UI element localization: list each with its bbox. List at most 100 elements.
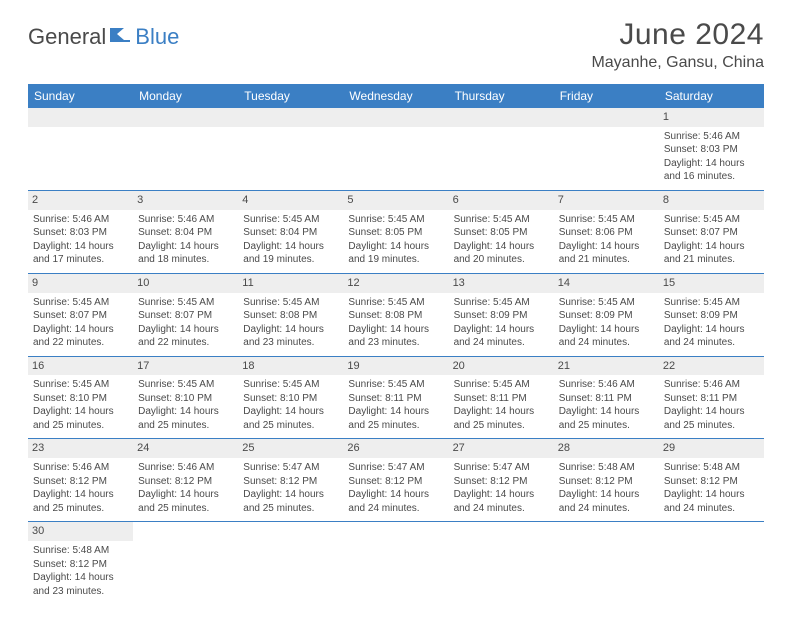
weekday-header: Wednesday [343, 84, 448, 108]
calendar-day-cell: 12Sunrise: 5:45 AMSunset: 8:08 PMDayligh… [343, 273, 448, 356]
daylight-text: and 25 minutes. [138, 419, 233, 433]
sunset-text: Sunset: 8:07 PM [664, 226, 759, 240]
sunset-text: Sunset: 8:09 PM [454, 309, 549, 323]
day-number-empty [238, 108, 343, 127]
sunset-text: Sunset: 8:05 PM [454, 226, 549, 240]
sunrise-text: Sunrise: 5:48 AM [33, 544, 128, 558]
sunset-text: Sunset: 8:10 PM [33, 392, 128, 406]
calendar-day-cell: 8Sunrise: 5:45 AMSunset: 8:07 PMDaylight… [659, 190, 764, 273]
day-number: 19 [343, 357, 448, 376]
sunset-text: Sunset: 8:05 PM [348, 226, 443, 240]
weekday-header: Saturday [659, 84, 764, 108]
calendar-day-cell [238, 108, 343, 190]
weekday-header: Sunday [28, 84, 133, 108]
day-number: 8 [659, 191, 764, 210]
sunrise-text: Sunrise: 5:48 AM [664, 461, 759, 475]
daylight-text: Daylight: 14 hours [138, 323, 233, 337]
sunrise-text: Sunrise: 5:45 AM [138, 296, 233, 310]
day-number: 30 [28, 522, 133, 541]
day-number: 17 [133, 357, 238, 376]
calendar-day-cell: 18Sunrise: 5:45 AMSunset: 8:10 PMDayligh… [238, 356, 343, 439]
daylight-text: and 24 minutes. [454, 336, 549, 350]
daylight-text: and 21 minutes. [664, 253, 759, 267]
logo-text-blue: Blue [135, 24, 179, 50]
calendar-week-row: 1Sunrise: 5:46 AMSunset: 8:03 PMDaylight… [28, 108, 764, 190]
daylight-text: and 24 minutes. [664, 336, 759, 350]
sunset-text: Sunset: 8:04 PM [138, 226, 233, 240]
daylight-text: and 18 minutes. [138, 253, 233, 267]
daylight-text: and 25 minutes. [454, 419, 549, 433]
sunrise-text: Sunrise: 5:45 AM [33, 296, 128, 310]
sunset-text: Sunset: 8:12 PM [243, 475, 338, 489]
daylight-text: Daylight: 14 hours [348, 405, 443, 419]
weekday-header: Tuesday [238, 84, 343, 108]
daylight-text: Daylight: 14 hours [33, 240, 128, 254]
calendar-day-cell: 19Sunrise: 5:45 AMSunset: 8:11 PMDayligh… [343, 356, 448, 439]
logo-text-general: General [28, 24, 106, 50]
daylight-text: and 19 minutes. [243, 253, 338, 267]
daylight-text: and 24 minutes. [559, 336, 654, 350]
calendar-day-cell: 17Sunrise: 5:45 AMSunset: 8:10 PMDayligh… [133, 356, 238, 439]
day-number: 12 [343, 274, 448, 293]
calendar-day-cell: 24Sunrise: 5:46 AMSunset: 8:12 PMDayligh… [133, 439, 238, 522]
day-number: 15 [659, 274, 764, 293]
daylight-text: and 22 minutes. [33, 336, 128, 350]
daylight-text: and 16 minutes. [664, 170, 759, 184]
calendar-day-cell: 26Sunrise: 5:47 AMSunset: 8:12 PMDayligh… [343, 439, 448, 522]
location-subtitle: Mayanhe, Gansu, China [591, 54, 764, 72]
calendar-day-cell [659, 522, 764, 604]
daylight-text: Daylight: 14 hours [243, 488, 338, 502]
day-number: 5 [343, 191, 448, 210]
sunset-text: Sunset: 8:08 PM [243, 309, 338, 323]
daylight-text: and 25 minutes. [664, 419, 759, 433]
calendar-day-cell: 9Sunrise: 5:45 AMSunset: 8:07 PMDaylight… [28, 273, 133, 356]
sunset-text: Sunset: 8:12 PM [454, 475, 549, 489]
sunrise-text: Sunrise: 5:47 AM [348, 461, 443, 475]
sunset-text: Sunset: 8:12 PM [664, 475, 759, 489]
sunrise-text: Sunrise: 5:46 AM [559, 378, 654, 392]
calendar-table: Sunday Monday Tuesday Wednesday Thursday… [28, 84, 764, 604]
calendar-day-cell: 28Sunrise: 5:48 AMSunset: 8:12 PMDayligh… [554, 439, 659, 522]
sunset-text: Sunset: 8:11 PM [559, 392, 654, 406]
sunrise-text: Sunrise: 5:45 AM [348, 213, 443, 227]
sunset-text: Sunset: 8:11 PM [664, 392, 759, 406]
sunset-text: Sunset: 8:12 PM [33, 558, 128, 572]
calendar-day-cell [554, 522, 659, 604]
daylight-text: Daylight: 14 hours [243, 240, 338, 254]
day-number-empty [133, 108, 238, 127]
sunset-text: Sunset: 8:12 PM [138, 475, 233, 489]
daylight-text: and 25 minutes. [33, 419, 128, 433]
day-number: 11 [238, 274, 343, 293]
sunrise-text: Sunrise: 5:47 AM [243, 461, 338, 475]
day-number: 16 [28, 357, 133, 376]
sunset-text: Sunset: 8:10 PM [138, 392, 233, 406]
sunrise-text: Sunrise: 5:45 AM [348, 378, 443, 392]
calendar-day-cell [343, 522, 448, 604]
day-number: 25 [238, 439, 343, 458]
calendar-day-cell: 16Sunrise: 5:45 AMSunset: 8:10 PMDayligh… [28, 356, 133, 439]
calendar-day-cell: 3Sunrise: 5:46 AMSunset: 8:04 PMDaylight… [133, 190, 238, 273]
sunset-text: Sunset: 8:12 PM [348, 475, 443, 489]
sunset-text: Sunset: 8:03 PM [664, 143, 759, 157]
day-number-empty [28, 108, 133, 127]
daylight-text: and 25 minutes. [559, 419, 654, 433]
day-number: 23 [28, 439, 133, 458]
sunset-text: Sunset: 8:07 PM [33, 309, 128, 323]
sunset-text: Sunset: 8:08 PM [348, 309, 443, 323]
calendar-day-cell: 30Sunrise: 5:48 AMSunset: 8:12 PMDayligh… [28, 522, 133, 604]
sunrise-text: Sunrise: 5:45 AM [664, 213, 759, 227]
calendar-week-row: 16 Sunrise: 5:45 AM Sunset: 8:10 PM Dayligh… [28, 356, 764, 439]
sunrise-text: Sunrise: 5:48 AM [559, 461, 654, 475]
daylight-text: and 25 minutes. [138, 502, 233, 516]
sunset-text: Sunset: 8:11 PM [454, 392, 549, 406]
day-number: 9 [28, 274, 133, 293]
daylight-text: and 17 minutes. [33, 253, 128, 267]
calendar-day-cell [343, 108, 448, 190]
day-number: 10 [133, 274, 238, 293]
daylight-text: and 25 minutes. [243, 502, 338, 516]
calendar-day-cell: 1Sunrise: 5:46 AMSunset: 8:03 PMDaylight… [659, 108, 764, 190]
day-number: 3 [133, 191, 238, 210]
sunrise-text: Sunrise: 5:45 AM [454, 213, 549, 227]
calendar-day-cell [449, 522, 554, 604]
sunrise-text: Sunrise: 5:47 AM [454, 461, 549, 475]
